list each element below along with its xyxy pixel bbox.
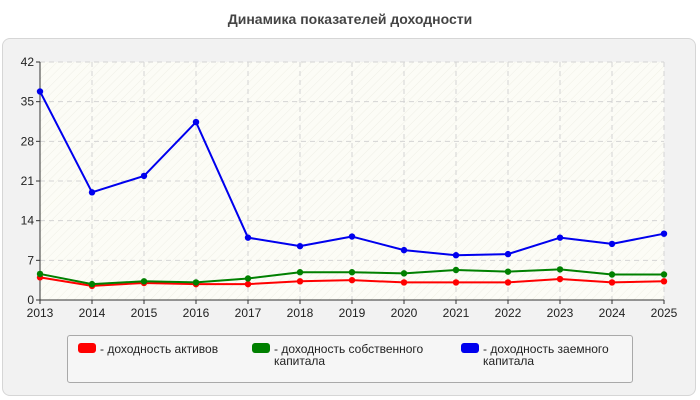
y-tick-label: 42 [21,55,35,69]
y-tick-label: 35 [21,95,35,109]
data-point [504,250,512,258]
data-point [660,278,668,285]
data-point [608,271,616,278]
legend-item-assets: - доходность активов [78,343,248,355]
data-point [504,279,512,286]
data-point [556,266,564,273]
y-tick-label: 7 [27,253,34,267]
data-point [348,269,356,276]
x-tick-label: 2022 [495,306,522,320]
x-tick-label: 2015 [131,306,158,320]
data-point [244,280,252,288]
x-tick-label: 2023 [547,306,574,320]
data-point [88,189,96,196]
legend-label-assets: - доходность активов [100,342,219,356]
data-point [504,268,512,275]
data-point [452,266,460,274]
legend-swatch-debt [461,343,479,353]
y-tick-label: 21 [21,174,35,188]
data-point [400,279,408,286]
legend-item-debt: - доходность заемного капитала [461,343,631,367]
series-1 [36,266,668,288]
x-tick-label: 2019 [339,306,366,320]
data-point [400,270,408,277]
data-point [244,275,252,282]
y-tick-label: 14 [21,214,35,228]
x-tick-label: 2021 [443,306,470,320]
legend-label-debt: - доходность заемного капитала [483,342,609,368]
y-tick-label: 28 [21,134,35,148]
x-tick-label: 2013 [27,306,54,320]
data-point [556,234,564,241]
data-point [192,118,200,126]
chart-legend: - доходность активов - доходность собств… [67,335,633,383]
x-tick-label: 2017 [235,306,262,320]
data-point [452,252,460,259]
data-point [36,270,44,278]
data-point [348,233,356,240]
x-tick-label: 2016 [183,306,210,320]
y-tick-label: 0 [27,293,34,307]
data-point [296,269,304,276]
data-point [348,276,356,284]
legend-item-equity: - доходность собственного капитала [252,343,452,367]
x-tick-label: 2014 [79,306,106,320]
data-point [608,279,616,286]
data-point [660,271,668,278]
x-tick-label: 2020 [391,306,418,320]
data-point [556,275,564,283]
data-point [452,279,460,286]
legend-swatch-assets [78,343,96,353]
data-point [192,279,200,286]
data-point [608,240,616,248]
legend-swatch-equity [252,343,270,353]
data-point [36,88,44,95]
chart-title: Динамика показателей доходности [227,11,473,27]
data-point [296,278,304,285]
x-tick-label: 2024 [599,306,626,320]
legend-label-equity: - доходность собственного капитала [274,342,424,368]
x-tick-label: 2018 [287,306,314,320]
data-point [244,234,252,241]
data-point [140,172,148,180]
data-point [296,242,304,250]
data-point [400,246,408,254]
series-2 [36,88,668,259]
x-tick-label: 2025 [651,306,678,320]
data-point [88,280,96,288]
data-point [660,230,668,237]
data-point [140,278,148,285]
